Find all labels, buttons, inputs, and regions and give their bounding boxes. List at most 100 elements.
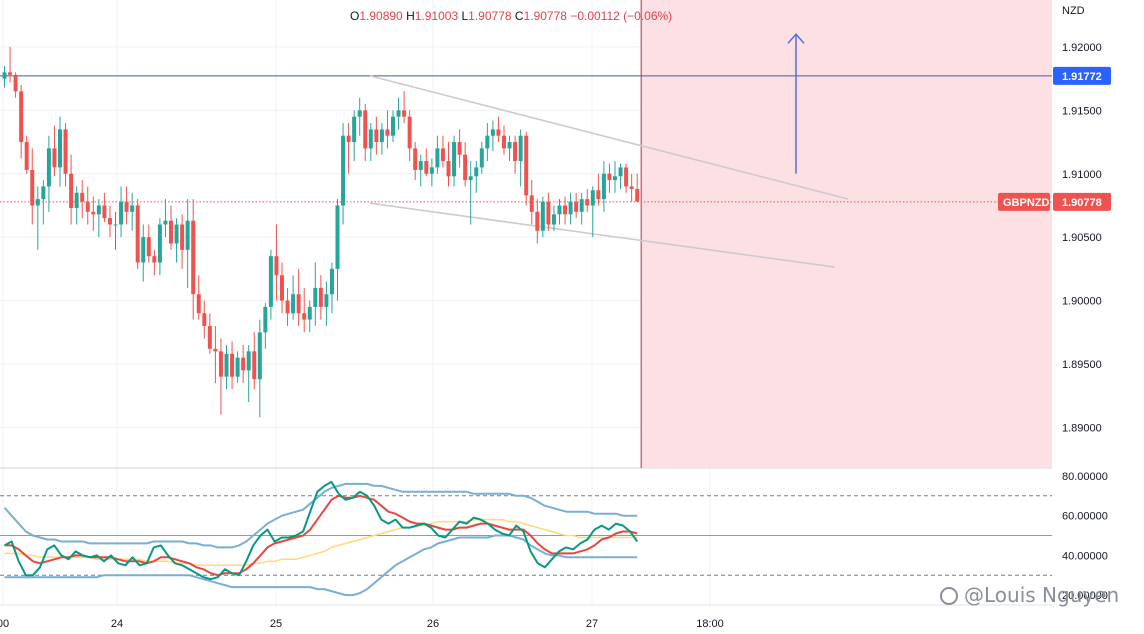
target-arrow[interactable] [787,33,805,174]
price-tick-label: 1.91500 [1062,105,1102,117]
candle-body [19,91,24,143]
candle-body [135,205,140,263]
candle-body [490,129,495,136]
price-tick-label: 1.89500 [1062,359,1102,371]
candle-body [568,201,573,215]
candle-body [180,224,185,250]
candle-body [596,190,601,200]
candle-body [590,190,595,206]
candle-body [69,173,74,208]
candle-body [291,294,296,314]
candle-body [107,218,112,225]
high-value: 1.91003 [414,9,459,23]
candle-body [85,201,90,212]
candle-body [424,161,429,174]
rsi-panel-bands [0,495,1052,576]
rsi-tick-label: 40.00000 [1062,550,1108,562]
candle-body [246,351,251,371]
candle-body [352,116,357,143]
candle-body [624,167,629,187]
candles [2,46,640,418]
candle-body [157,224,162,263]
candle-body [618,167,623,177]
candle-body [446,161,451,177]
candle-body [185,220,190,250]
low-label: L [461,9,469,23]
rsi-axis[interactable]: 80.00000 60.00000 40.00000 20.00000 [1062,471,1108,602]
watermark-text: @Louis Nguyen [964,583,1120,607]
candle-body [452,142,457,177]
time-tick-label: 26 [427,618,439,630]
price-tick-label: 1.89000 [1062,422,1102,434]
low-value: 1.90778 [468,9,512,23]
candle-body [307,306,312,320]
candle-body [24,142,29,170]
candle-body [601,173,606,200]
candle-body [74,192,79,208]
change-value: −0.00112 (−0.06%) [570,9,673,23]
watermark: @Louis Nguyen [940,583,1119,607]
candle-body [252,351,257,380]
price-axis[interactable]: 1.92000 1.91500 1.91000 1.90500 1.90000 1.895… [1062,42,1102,434]
candle-body [463,154,468,181]
last-price-label: 1.90778 [1062,197,1102,209]
candle-body [524,135,529,196]
candle-body [496,129,501,136]
candle-body [91,211,96,215]
candle-body [152,256,157,263]
close-value: 1.90778 [523,9,567,23]
candle-body [241,357,246,371]
candle-body [280,275,284,301]
candle-body [474,167,479,177]
upper-trendline[interactable] [369,75,849,200]
rsi-tick-label: 80.00000 [1062,471,1108,483]
candle-body [613,176,617,181]
candle-body [585,199,590,206]
candle-body [440,148,445,162]
candle-body [318,287,323,307]
time-tick-label: 27 [586,618,598,630]
candle-body [58,129,62,168]
author-logo-icon [940,587,958,605]
candle-body [130,205,135,212]
candle-body [429,167,434,174]
candle-body [629,186,634,189]
slow-ma-line [4,518,638,567]
candle-body [374,129,379,143]
symbol-label: GBPNZD [1003,197,1050,209]
open-value: 1.90890 [359,9,403,23]
candle-body [513,142,518,162]
ohlc-legend: O1.90890 H1.91003 L1.90778 C1.90778 −0.0… [350,9,672,23]
candle-body [607,173,612,181]
price-axis-labels: 1.91772 GBPNZD 1.90778 [998,66,1111,211]
candle-body [218,351,223,377]
candle-body [96,205,101,215]
candle-body [341,135,346,206]
candle-body [402,110,407,117]
candle-body [329,268,334,295]
forecast-zone [641,0,1052,468]
candle-body [63,129,68,174]
candle-body [551,214,556,225]
arrow-up-icon[interactable] [787,33,805,44]
candle-body [479,148,484,168]
candle-body [196,294,201,314]
price-tick-label: 1.90500 [1062,232,1102,244]
candle-body [635,188,640,202]
time-tick-label: 24 [111,618,123,630]
candle-body [357,110,362,117]
candle-body [579,199,584,212]
lower-trendline[interactable] [369,202,836,268]
last-price-tag [1053,192,1111,211]
candle-body [230,353,235,377]
candle-body [302,313,307,320]
candle-body [113,224,118,226]
candle-body [502,135,506,149]
upper-band-line [3,482,638,549]
candle-body [529,195,534,212]
candle-body [335,205,340,269]
currency-unit: NZD [1062,5,1085,17]
time-axis[interactable]: 00 24 25 26 27 18:00 [0,618,724,630]
candle-body [2,72,7,79]
